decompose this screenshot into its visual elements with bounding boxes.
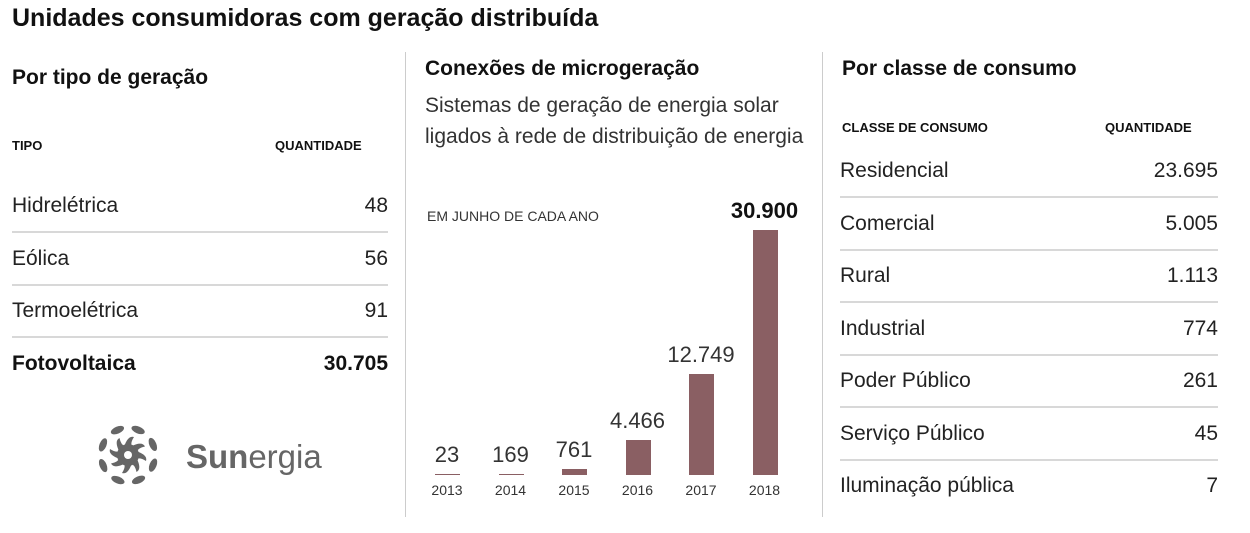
divider <box>822 52 823 517</box>
x-tick-label: 2017 <box>685 482 717 498</box>
page-title: Unidades consumidoras com geração distri… <box>12 4 599 32</box>
table-row: Eólica 56 <box>12 234 388 286</box>
sunergia-logo-icon <box>95 422 161 488</box>
table-row: Poder Público 261 <box>840 356 1218 408</box>
col-header-qty: QUANTIDADE <box>275 138 362 153</box>
row-value: 7 <box>1206 474 1218 497</box>
bar-2015 <box>562 468 587 475</box>
bar-2013 <box>435 474 460 475</box>
table-row: Serviço Público 45 <box>840 409 1218 461</box>
table-row: Industrial 774 <box>840 304 1218 356</box>
chart-title: Conexões de microgeração <box>425 57 700 80</box>
table-row: Comercial 5.005 <box>840 199 1218 251</box>
table-row: Iluminação pública 7 <box>840 461 1218 511</box>
col-header-class: CLASSE DE CONSUMO <box>842 120 988 135</box>
row-value: 45 <box>1194 421 1218 445</box>
chart-subtitle: Sistemas de geração de energia solar lig… <box>425 94 804 148</box>
table-row: Residencial 23.695 <box>840 146 1218 198</box>
row-value: 23.695 <box>1153 159 1218 182</box>
sunergia-logo-text: Sunergia <box>186 438 322 475</box>
row-value: 48 <box>364 194 388 217</box>
row-label: Residencial <box>840 159 949 182</box>
row-label: Rural <box>840 264 891 287</box>
left-title: Por tipo de geração <box>12 66 209 89</box>
row-value: 1.113 <box>1167 264 1218 287</box>
table-row: Fotovoltaica 30.705 <box>12 339 388 389</box>
row-value: 56 <box>364 246 388 270</box>
row-label: Iluminação pública <box>840 474 1014 497</box>
bar-value-label: 30.900 <box>730 198 799 223</box>
row-value: 261 <box>1182 369 1218 392</box>
row-label: Eólica <box>12 246 70 270</box>
row-value: 30.705 <box>323 351 388 375</box>
table-row: Rural 1.113 <box>840 251 1218 303</box>
bar-value-label: 12.749 <box>667 341 735 367</box>
bar-2016 <box>625 439 651 475</box>
row-label: Poder Público <box>840 369 971 392</box>
right-title: Por classe de consumo <box>842 57 1077 80</box>
table-row: Termoelétrica 91 <box>12 286 388 338</box>
divider <box>405 52 406 517</box>
bar-2018 <box>752 230 778 475</box>
col-header-type: TIPO <box>12 138 43 153</box>
bar-2014 <box>498 473 524 475</box>
col-header-qty: QUANTIDADE <box>1105 120 1192 135</box>
x-tick-label: 2015 <box>558 482 590 498</box>
row-label: Fotovoltaica <box>12 351 136 375</box>
row-value: 5.005 <box>1165 211 1218 235</box>
row-value: 774 <box>1182 316 1218 340</box>
row-label: Serviço Público <box>840 421 985 445</box>
row-label: Termoelétrica <box>12 299 139 322</box>
bar-value-label: 761 <box>555 436 593 462</box>
x-tick-label: 2014 <box>494 482 527 498</box>
row-label: Comercial <box>840 211 935 235</box>
table-row: Hidrelétrica 48 <box>12 181 388 233</box>
row-label: Industrial <box>840 316 926 340</box>
bar-value-label: 23 <box>434 442 460 467</box>
x-tick-label: 2018 <box>748 482 781 498</box>
row-value: 91 <box>364 299 388 322</box>
chart-note: EM JUNHO DE CADA ANO <box>427 208 599 224</box>
x-tick-label: 2013 <box>431 482 463 498</box>
row-label: Hidrelétrica <box>12 194 119 217</box>
bar-2017 <box>689 373 714 475</box>
x-tick-label: 2016 <box>621 482 654 498</box>
bar-value-label: 4.466 <box>609 407 666 433</box>
bar-value-label: 169 <box>492 441 529 467</box>
